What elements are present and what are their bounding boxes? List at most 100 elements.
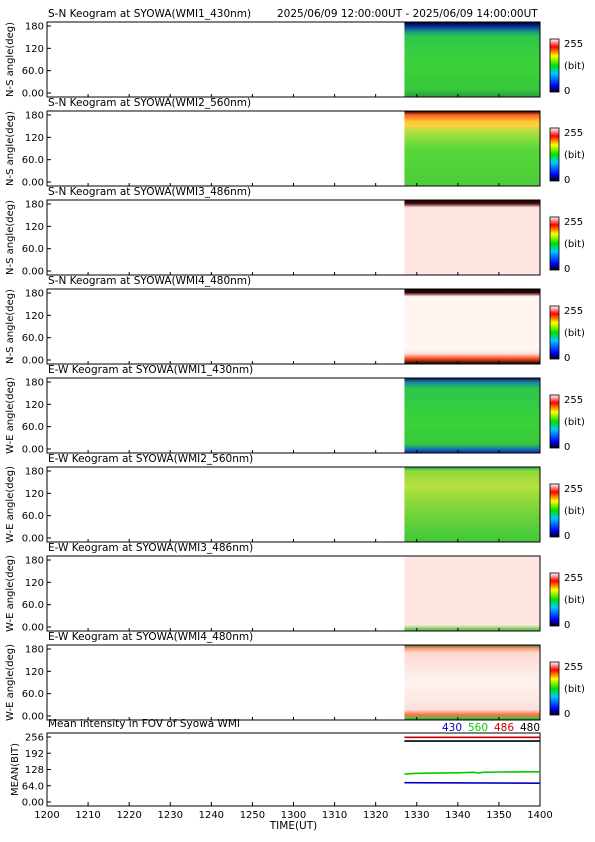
time-range-label: 2025/06/09 12:00:00UT - 2025/06/09 14:00… [277,8,538,20]
keogram-title: E-W Keogram at SYOWA(WMI3_486nm) [48,542,253,554]
chart-x-tick-label: 1250 [240,810,265,821]
y-tick-label: 60.0 [22,600,44,611]
chart-x-tick-label: 1320 [363,810,388,821]
keogram-image [404,645,540,720]
colorbar-min-label: 0 [564,86,570,97]
chart-frame [46,732,541,807]
colorbar-min-label: 0 [564,531,570,542]
chart-x-tick-label: 1230 [158,810,183,821]
y-tick-label: 60.0 [22,244,44,255]
y-tick-label: 120 [25,400,44,411]
chart-y-tick-label: 64.0 [22,781,44,792]
y-tick-label: 180 [25,22,44,33]
y-tick-label: 0.00 [22,712,44,723]
chart-xlabel: TIME(UT) [269,820,318,832]
colorbar-min-label: 0 [564,264,570,275]
legend-entry: 480 [520,722,540,734]
colorbar [549,661,560,716]
keogram-image [404,467,540,542]
keogram-ylabel: N-S angle(deg) [5,289,16,364]
legend-entry: 430 [442,722,462,734]
keogram-title: E-W Keogram at SYOWA(WMI4_480nm) [48,631,253,643]
keogram-image [404,111,540,186]
colorbar-min-label: 0 [564,709,570,720]
y-tick-label: 180 [25,111,44,122]
legend-entry: 486 [494,722,514,734]
colorbar [549,394,560,449]
legend-entry: 560 [468,722,488,734]
y-tick-label: 120 [25,311,44,322]
colorbar-unit-label: (bit) [564,150,585,161]
colorbar-min-label: 0 [564,175,570,186]
colorbar-unit-label: (bit) [564,417,585,428]
colorbar [549,127,560,182]
keogram-title: E-W Keogram at SYOWA(WMI2_560nm) [48,453,253,465]
y-tick-label: 0.00 [22,623,44,634]
keogram-title: S-N Keogram at SYOWA(WMI4_480nm) [48,275,251,287]
y-tick-label: 120 [25,133,44,144]
colorbar-max-label: 255 [564,662,583,673]
y-tick-label: 180 [25,200,44,211]
y-tick-label: 60.0 [22,511,44,522]
chart-title: Mean intensity in FOV of Syowa WMI [48,718,240,730]
keogram-ylabel: N-S angle(deg) [5,22,16,97]
colorbar-max-label: 255 [564,484,583,495]
colorbar-max-label: 255 [564,306,583,317]
y-tick-label: 0.00 [22,356,44,367]
chart-y-tick-label: 128 [25,765,44,776]
y-tick-label: 120 [25,44,44,55]
colorbar-max-label: 255 [564,573,583,584]
chart-x-tick-label: 1330 [404,810,429,821]
chart-ylabel: MEAN(BIT) [10,743,21,796]
y-tick-label: 0.00 [22,89,44,100]
y-tick-label: 0.00 [22,178,44,189]
colorbar [549,305,560,360]
colorbar-max-label: 255 [564,39,583,50]
colorbar-max-label: 255 [564,395,583,406]
chart-y-tick-label: 0.00 [22,798,44,809]
colorbar [549,38,560,93]
colorbar-unit-label: (bit) [564,61,585,72]
chart-x-tick-label: 1400 [527,810,552,821]
colorbar-min-label: 0 [564,620,570,631]
series-line [404,770,541,775]
colorbar-unit-label: (bit) [564,239,585,250]
keogram-ylabel: W-E angle(deg) [5,555,16,632]
keogram-ylabel: W-E angle(deg) [5,644,16,721]
chart-x-tick-label: 1210 [75,810,100,821]
keogram-title: S-N Keogram at SYOWA(WMI3_486nm) [48,186,251,198]
chart-x-tick-label: 1350 [486,810,511,821]
y-tick-label: 180 [25,556,44,567]
y-tick-label: 180 [25,645,44,656]
colorbar-unit-label: (bit) [564,684,585,695]
keogram-image [404,22,540,97]
keogram-ylabel: N-S angle(deg) [5,200,16,275]
chart-x-tick-label: 1220 [116,810,141,821]
y-tick-label: 60.0 [22,689,44,700]
chart-y-tick-label: 256 [25,733,44,744]
y-tick-label: 0.00 [22,445,44,456]
keogram-image [404,289,540,364]
chart-x-tick-label: 1200 [34,810,59,821]
chart-y-tick-label: 192 [25,749,44,760]
chart-x-tick-label: 1240 [199,810,224,821]
y-tick-label: 0.00 [22,534,44,545]
chart-x-tick-label: 1340 [445,810,470,821]
y-tick-label: 60.0 [22,155,44,166]
keogram-title: E-W Keogram at SYOWA(WMI1_430nm) [48,364,253,376]
keogram-ylabel: W-E angle(deg) [5,466,16,543]
colorbar-min-label: 0 [564,442,570,453]
chart-x-tick-label: 1300 [281,810,306,821]
y-tick-label: 120 [25,222,44,233]
y-tick-label: 60.0 [22,66,44,77]
keogram-title: S-N Keogram at SYOWA(WMI1_430nm) [48,8,251,20]
chart-x-tick-label: 1310 [322,810,347,821]
keogram-title: S-N Keogram at SYOWA(WMI2_560nm) [48,97,251,109]
colorbar-unit-label: (bit) [564,328,585,339]
keogram-ylabel: W-E angle(deg) [5,377,16,454]
colorbar-unit-label: (bit) [564,506,585,517]
y-tick-label: 180 [25,467,44,478]
y-tick-label: 180 [25,378,44,389]
colorbar-min-label: 0 [564,353,570,364]
